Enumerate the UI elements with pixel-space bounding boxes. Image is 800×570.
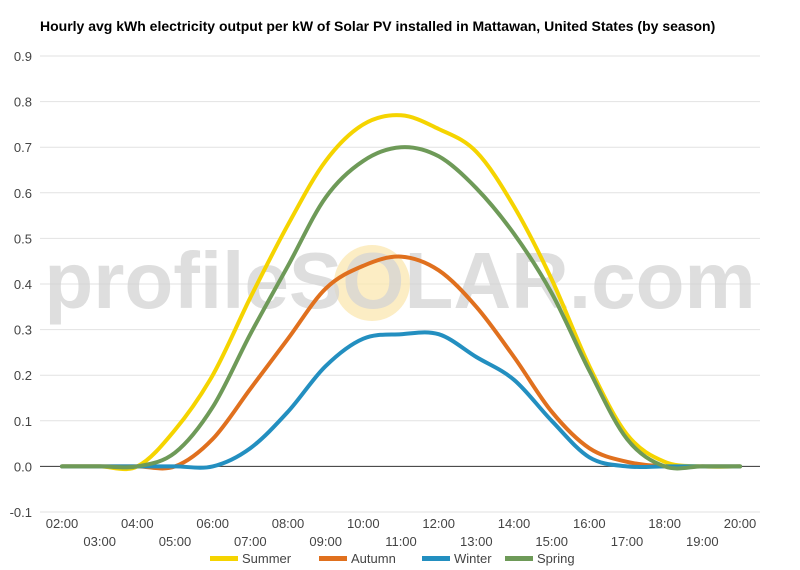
series-line-winter — [60, 330, 742, 470]
y-tick-label: 0.7 — [14, 140, 32, 155]
x-tick-label: 07:00 — [234, 534, 267, 549]
x-tick-label: 05:00 — [159, 534, 192, 549]
series-layer — [60, 113, 742, 472]
x-tick-label: 08:00 — [272, 516, 305, 531]
series-line-summer — [60, 113, 742, 472]
legend-swatch-autumn — [319, 556, 347, 561]
x-tick-label: 06:00 — [196, 516, 229, 531]
watermark-layer: profileSOLAR.com — [44, 236, 755, 325]
y-tick-label: 0.3 — [14, 323, 32, 338]
legend-swatch-spring — [505, 556, 533, 561]
legend-label-summer: Summer — [242, 551, 292, 566]
x-tick-label: 19:00 — [686, 534, 719, 549]
x-tick-label: 02:00 — [46, 516, 79, 531]
chart-title: Hourly avg kWh electricity output per kW… — [40, 18, 716, 34]
x-tick-label: 17:00 — [611, 534, 644, 549]
axis-layer: -0.1 0.0 0.1 0.2 0.3 0.4 0.5 0.6 0.7 0.8 0.9 02:00 0… — [10, 49, 757, 549]
y-tick-label: 0.6 — [14, 186, 32, 201]
x-tick-label: 18:00 — [648, 516, 681, 531]
x-tick-label: 04:00 — [121, 516, 154, 531]
legend-layer: Summer Autumn Winter Spring — [210, 551, 575, 566]
y-tick-label: 0.9 — [14, 49, 32, 64]
x-tick-label: 16:00 — [573, 516, 606, 531]
y-tick-label: -0.1 — [10, 505, 32, 520]
watermark-sun — [334, 245, 410, 321]
y-tick-label: 0.5 — [14, 231, 32, 246]
watermark-text: profileSOLAR.com — [44, 236, 755, 325]
x-tick-label: 20:00 — [724, 516, 757, 531]
x-tick-label: 14:00 — [498, 516, 531, 531]
legend-label-spring: Spring — [537, 551, 575, 566]
x-tick-label: 11:00 — [385, 534, 417, 549]
legend-label-autumn: Autumn — [351, 551, 396, 566]
x-tick-label: 03:00 — [83, 534, 116, 549]
y-tick-label: 0.1 — [14, 414, 32, 429]
y-tick-label: 0.0 — [14, 459, 32, 474]
y-tick-label: 0.8 — [14, 95, 32, 110]
x-tick-label: 15:00 — [535, 534, 568, 549]
y-tick-label: 0.2 — [14, 368, 32, 383]
legend-swatch-summer — [210, 556, 238, 561]
legend-swatch-winter — [422, 556, 450, 561]
legend-label-winter: Winter — [454, 551, 492, 566]
series-line-spring — [60, 145, 742, 471]
y-tick-label: 0.4 — [14, 277, 32, 292]
x-tick-label: 10:00 — [347, 516, 380, 531]
x-tick-label: 13:00 — [460, 534, 493, 549]
x-tick-label: 12:00 — [422, 516, 455, 531]
x-tick-label: 09:00 — [309, 534, 342, 549]
